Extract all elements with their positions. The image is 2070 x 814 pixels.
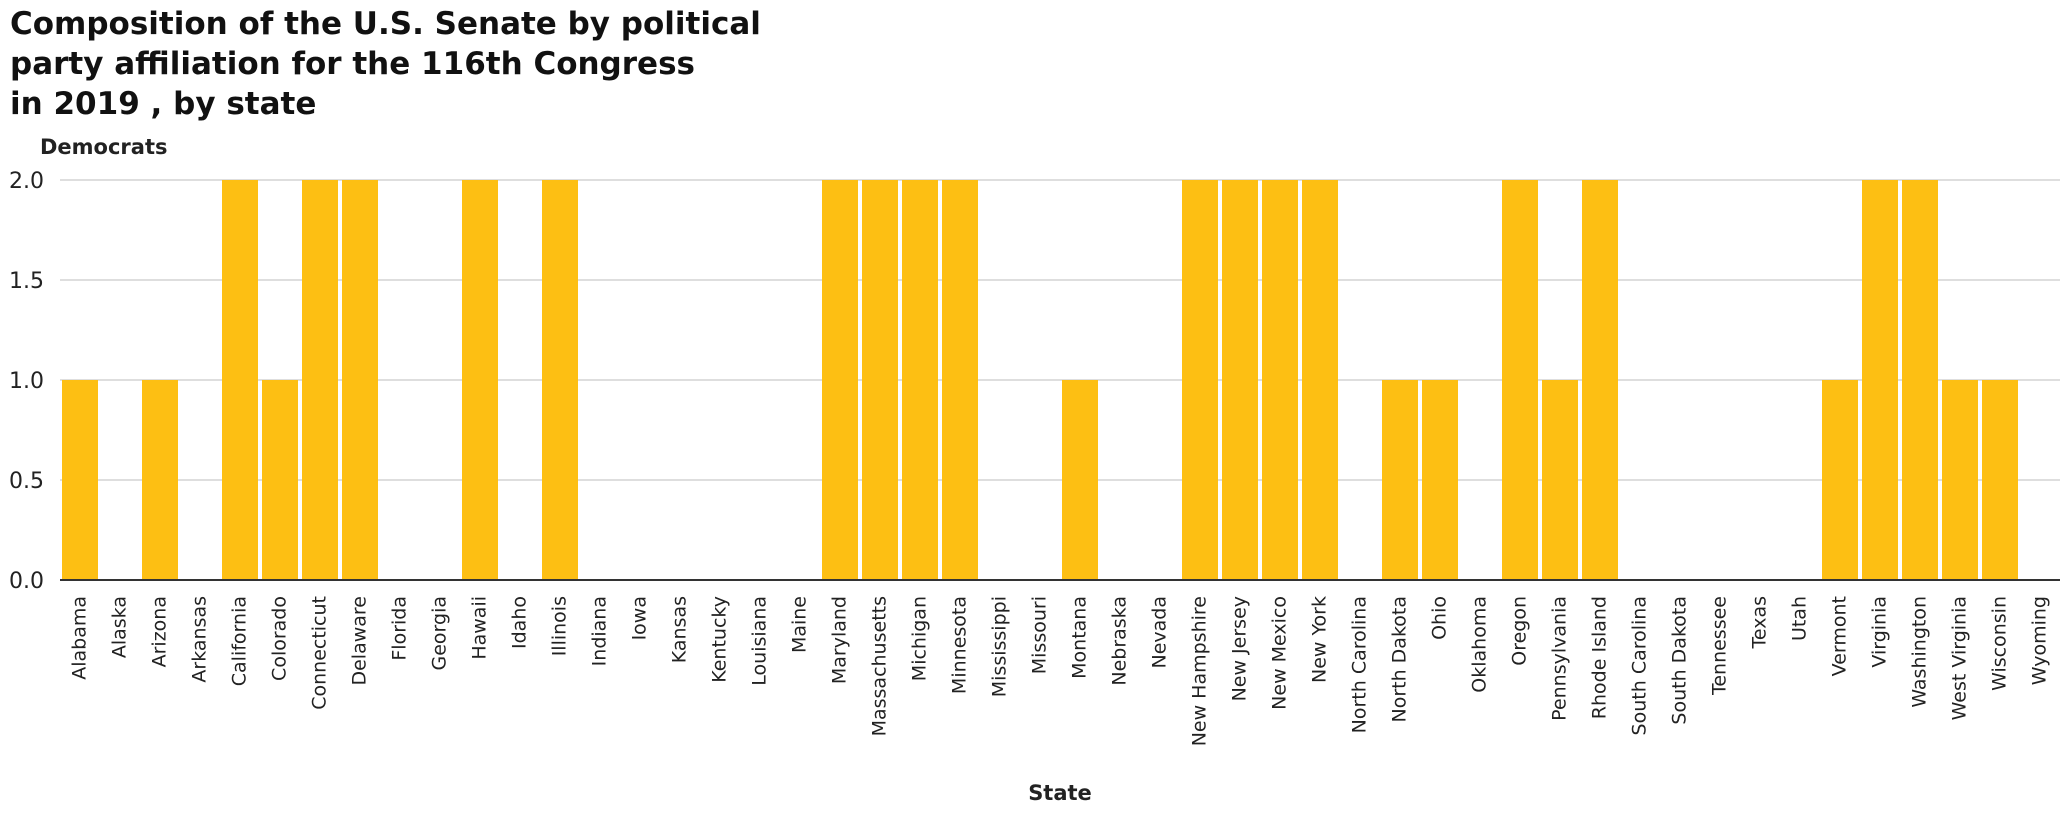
- y-tick-label: 1.0: [9, 369, 44, 394]
- bar: [1262, 180, 1298, 580]
- x-tick-label: South Carolina: [1629, 596, 1651, 735]
- x-tick-label: Alaska: [109, 596, 131, 658]
- x-tick-label: South Dakota: [1669, 596, 1691, 725]
- bar: [902, 180, 938, 580]
- x-tick-label: Rhode Island: [1589, 596, 1611, 719]
- x-tick-label: Arizona: [149, 596, 171, 667]
- x-tick-label: Oregon: [1509, 596, 1531, 666]
- chart-title-line-3: in 2019 , by state: [10, 86, 317, 122]
- x-tick-label: Iowa: [629, 596, 651, 640]
- bar: [1822, 380, 1858, 580]
- x-tick-label: Wisconsin: [1989, 596, 2011, 691]
- bar: [1502, 180, 1538, 580]
- bar: [62, 380, 98, 580]
- x-tick-label: Alabama: [69, 596, 91, 680]
- bar: [462, 180, 498, 580]
- bar: [1942, 380, 1978, 580]
- x-tick-label: Colorado: [269, 596, 291, 681]
- bar: [262, 380, 298, 580]
- x-tick-label: Nebraska: [1109, 596, 1131, 686]
- bar: [1182, 180, 1218, 580]
- x-tick-label: Florida: [389, 596, 411, 661]
- x-tick-label: Texas: [1749, 596, 1771, 650]
- x-tick-label: Louisiana: [749, 596, 771, 686]
- y-tick-labels: 0.0 0.5 1.0 1.5 2.0: [9, 169, 44, 594]
- x-tick-label: Michigan: [909, 596, 931, 681]
- x-tick-label: Hawaii: [469, 596, 491, 660]
- x-tick-label: Illinois: [549, 596, 571, 656]
- x-tick-label: Georgia: [429, 596, 451, 671]
- chart-title-line-1: Composition of the U.S. Senate by politi…: [10, 6, 761, 42]
- bar: [1902, 180, 1938, 580]
- x-tick-labels: Alabama Alaska Arizona Arkansas California Co…: [69, 596, 2051, 746]
- bar: [1382, 380, 1418, 580]
- bar: [1542, 380, 1578, 580]
- x-tick-label: Arkansas: [189, 596, 211, 683]
- bar: [1422, 380, 1458, 580]
- x-tick-label: Washington: [1909, 596, 1931, 708]
- bar: [942, 180, 978, 580]
- x-tick-label: Virginia: [1869, 596, 1891, 668]
- bar: [542, 180, 578, 580]
- chart-title-line-2: party affiliation for the 116th Congress: [10, 46, 695, 82]
- y-axis-title: Democrats: [40, 135, 168, 159]
- bar: [302, 180, 338, 580]
- x-tick-label: West Virginia: [1949, 596, 1971, 720]
- x-tick-label: Delaware: [349, 596, 371, 686]
- x-tick-label: Minnesota: [949, 596, 971, 694]
- x-tick-label: New Hampshire: [1189, 596, 1211, 746]
- bar: [222, 180, 258, 580]
- bars: [62, 180, 2018, 580]
- bar: [142, 380, 178, 580]
- x-tick-label: California: [229, 596, 251, 686]
- x-tick-label: Wyoming: [2029, 596, 2051, 685]
- x-tick-label: Missouri: [1029, 596, 1051, 674]
- x-tick-label: Pennsylvania: [1549, 596, 1571, 721]
- x-tick-label: Utah: [1789, 596, 1811, 641]
- x-tick-label: Connecticut: [309, 596, 331, 710]
- x-tick-label: Vermont: [1829, 596, 1851, 676]
- x-axis-title: State: [1028, 781, 1092, 805]
- bar: [822, 180, 858, 580]
- x-tick-label: New Mexico: [1269, 596, 1291, 710]
- bar: [862, 180, 898, 580]
- x-tick-label: Maryland: [829, 596, 851, 684]
- x-tick-label: Massachusetts: [869, 596, 891, 736]
- x-tick-label: Mississippi: [989, 596, 1011, 697]
- x-tick-label: North Carolina: [1349, 596, 1371, 733]
- bar: [1982, 380, 2018, 580]
- x-tick-label: Idaho: [509, 596, 531, 649]
- x-tick-label: Indiana: [589, 596, 611, 666]
- x-tick-label: Montana: [1069, 596, 1091, 679]
- x-tick-label: Kansas: [669, 596, 691, 663]
- bar: [1302, 180, 1338, 580]
- x-tick-label: Nevada: [1149, 596, 1171, 669]
- x-tick-label: Ohio: [1429, 596, 1451, 640]
- bar: [1582, 180, 1618, 580]
- y-tick-label: 0.0: [9, 569, 44, 594]
- x-tick-label: New Jersey: [1229, 596, 1251, 701]
- x-tick-label: Oklahoma: [1469, 596, 1491, 693]
- chart-title: Composition of the U.S. Senate by politi…: [10, 4, 910, 124]
- x-tick-label: Tennessee: [1709, 596, 1731, 696]
- x-tick-label: New York: [1309, 596, 1331, 683]
- y-tick-label: 1.5: [9, 269, 44, 294]
- bar: [1222, 180, 1258, 580]
- y-tick-label: 2.0: [9, 169, 44, 194]
- bar: [1862, 180, 1898, 580]
- x-tick-label: Maine: [789, 596, 811, 653]
- bar: [1062, 380, 1098, 580]
- bar: [342, 180, 378, 580]
- gridlines: [60, 179, 2060, 481]
- x-tick-label: Kentucky: [709, 596, 731, 683]
- x-tick-label: North Dakota: [1389, 596, 1411, 723]
- y-tick-label: 0.5: [9, 469, 44, 494]
